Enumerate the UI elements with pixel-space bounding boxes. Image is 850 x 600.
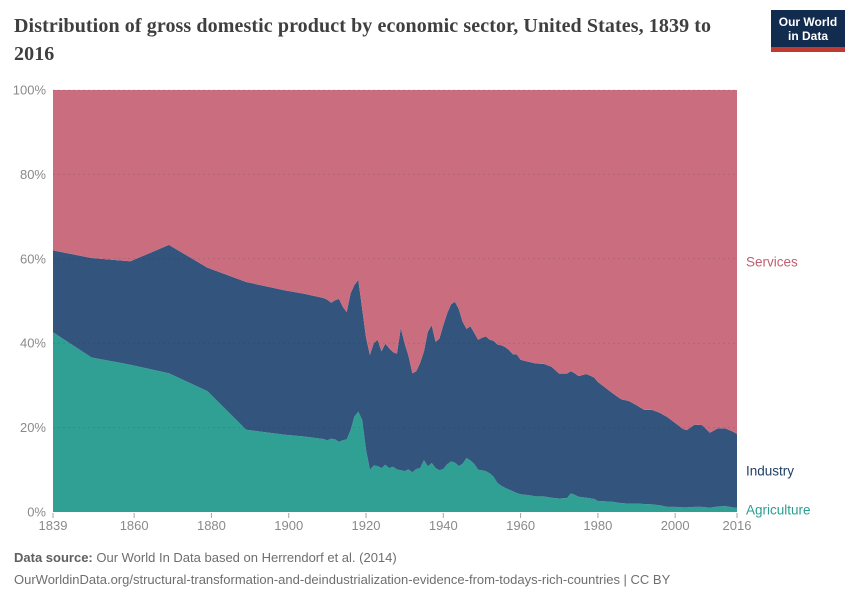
x-axis-label-2016: 2016 <box>723 518 752 533</box>
area-services <box>53 90 737 434</box>
footer-url-line: OurWorldinData.org/structural-transforma… <box>14 572 671 587</box>
x-axis-label-1960: 1960 <box>506 518 535 533</box>
chart-title: Distribution of gross domestic product b… <box>14 15 712 65</box>
data-source-label: Data source: <box>14 550 93 565</box>
x-axis-label-1900: 1900 <box>274 518 303 533</box>
x-axis-label-2000: 2000 <box>661 518 690 533</box>
data-source-text: Our World In Data based on Herrendorf et… <box>92 550 397 565</box>
series-label-industry: Industry <box>746 463 794 478</box>
y-axis-label-20: 20% <box>20 420 46 435</box>
owid-logo-line1: Our World <box>778 15 838 29</box>
x-axis-label-1920: 1920 <box>352 518 381 533</box>
area-agriculture <box>53 332 737 512</box>
series-label-agriculture: Agriculture <box>746 502 811 517</box>
owid-logo[interactable]: Our World in Data <box>771 10 845 52</box>
x-axis-label-1839: 1839 <box>39 518 68 533</box>
area-industry <box>53 244 737 508</box>
x-axis-label-1980: 1980 <box>583 518 612 533</box>
y-axis-label-80: 80% <box>20 167 46 182</box>
y-axis-label-0: 0% <box>27 505 46 520</box>
y-axis-label-60: 60% <box>20 251 46 266</box>
figure-footer: Data source: Our World In Data based on … <box>14 547 670 591</box>
y-axis-label-100: 100% <box>13 83 47 98</box>
data-source-line: Data source: Our World In Data based on … <box>14 547 670 569</box>
x-axis-label-1940: 1940 <box>429 518 458 533</box>
y-axis-label-40: 40% <box>20 336 46 351</box>
chart-canvas: 0% 20% 40% 60% 80% 100% 1839 1860 1880 1900 1920 19… <box>13 83 811 534</box>
owid-logo-line2: in Data <box>787 29 828 43</box>
x-axis-label-1860: 1860 <box>120 518 149 533</box>
x-axis-label-1880: 1880 <box>197 518 226 533</box>
series-label-services: Services <box>746 254 798 269</box>
